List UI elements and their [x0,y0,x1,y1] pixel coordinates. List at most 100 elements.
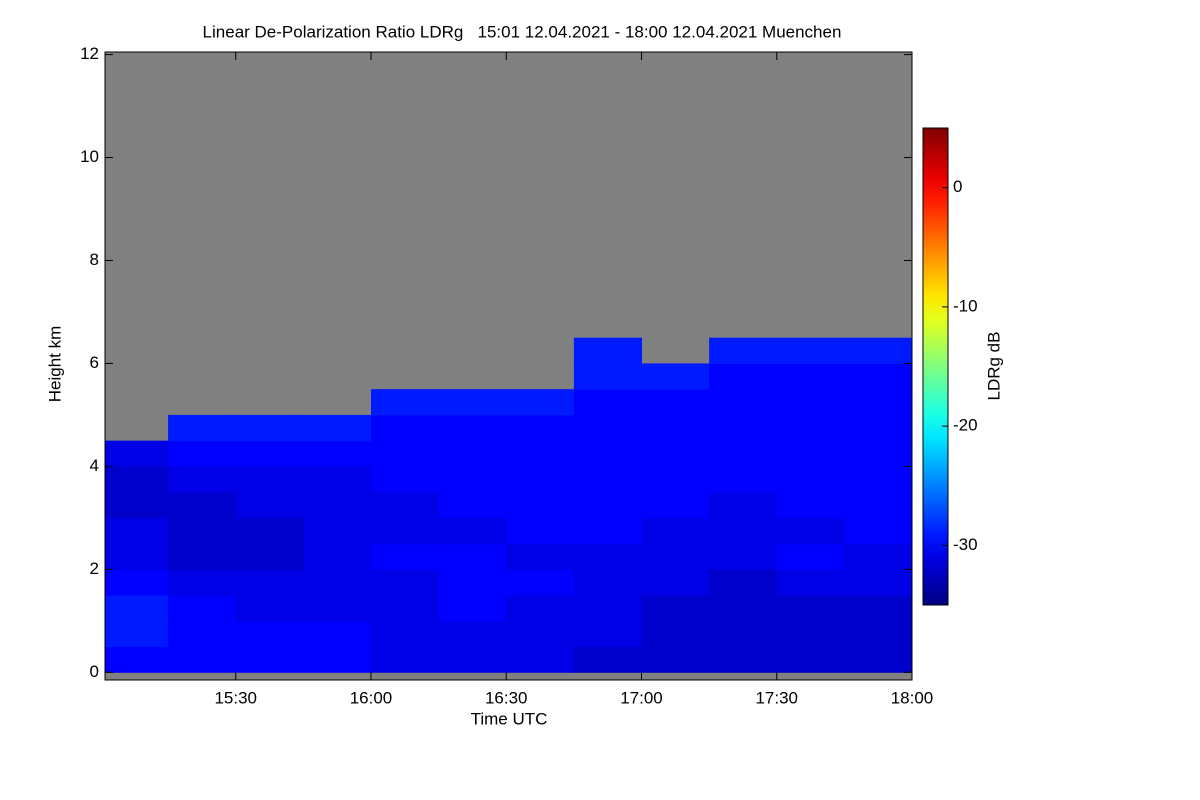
heat-cell [303,620,372,648]
heat-cell [641,543,710,570]
heat-cell [303,517,372,545]
heat-cell [506,492,575,519]
heat-cell [641,595,710,622]
heat-cell [168,466,237,493]
heat-cell [235,646,304,673]
heat-cell [506,414,575,442]
heat-cell [709,414,778,442]
heat-cell [370,414,440,442]
x-tick-label: 17:30 [755,688,798,707]
heat-cell [370,466,440,493]
heat-cell [438,466,507,493]
heat-cell [573,620,642,648]
heat-cell [641,646,710,673]
x-tick-label: 18:00 [891,688,934,707]
heat-cell [844,363,913,390]
heat-cell [844,646,913,673]
heat-cell [573,595,642,622]
heat-cell [573,492,642,519]
heat-cell [641,517,710,545]
heat-cell [709,363,778,390]
heat-cell [303,440,372,467]
colorbar-label: LDRg dB [984,332,1003,401]
y-tick-label: 4 [90,456,99,475]
heat-cell [709,492,778,519]
heat-cell [235,466,304,493]
plot-frame [104,51,913,681]
heat-cell [303,569,372,596]
heat-cell [438,414,507,442]
heat-cell [844,492,913,519]
heat-cell [235,543,304,570]
heat-cell [776,389,845,416]
heat-cell [235,414,304,442]
heat-cell [844,440,913,467]
heat-cell [506,569,575,596]
heat-cell [438,595,507,622]
heat-cell [235,620,304,648]
heat-cell [370,620,440,648]
y-tick-label: 6 [90,353,99,372]
heat-cell [438,543,507,570]
heat-cell [641,466,710,493]
heat-cell [573,646,642,673]
heat-cell [370,595,440,622]
heat-cell [641,363,710,390]
heat-cell [303,595,372,622]
colorbar-tick-label: 0 [953,177,962,196]
heat-cell [776,337,845,364]
heat-cell [641,620,710,648]
x-tick-label: 16:00 [350,688,393,707]
heat-cell [844,517,913,545]
heat-cell [709,517,778,545]
heat-cell [438,492,507,519]
heat-cell [370,389,440,416]
heat-cell [105,620,169,648]
heat-cell [168,595,237,622]
heat-cell [709,337,778,364]
heat-cell [573,389,642,416]
heat-cell [709,569,778,596]
heat-cell [370,492,440,519]
heat-cell [105,595,169,622]
heat-cell [168,517,237,545]
y-tick-label: 10 [80,147,99,166]
heat-cell [235,492,304,519]
heat-cell [370,440,440,467]
heat-cell [641,389,710,416]
heat-cell [709,595,778,622]
heat-cell [776,440,845,467]
heat-cell [573,569,642,596]
x-tick-label: 17:00 [620,688,663,707]
y-tick-label: 12 [80,44,99,63]
chart-title: Linear De-Polarization Ratio LDRg 15:01 … [203,22,842,41]
heat-cell [105,440,169,467]
heat-cell [776,543,845,570]
heat-cell [506,389,575,416]
heat-cell [506,440,575,467]
x-tick-label: 16:30 [485,688,528,707]
x-axis-label: Time UTC [471,709,548,728]
heat-cell [709,543,778,570]
heat-cell [776,595,845,622]
heat-cell [235,569,304,596]
heat-cell [168,569,237,596]
heat-cell [776,363,845,390]
heat-cell [844,414,913,442]
heat-cell [303,492,372,519]
heat-cell [105,492,169,519]
heat-cell [303,414,372,442]
heat-cell [776,414,845,442]
heat-cell [303,543,372,570]
heat-cell [844,569,913,596]
heat-cell [235,595,304,622]
heat-cell [303,646,372,673]
heat-cell [506,543,575,570]
heat-cell [573,337,642,364]
heat-cell [776,492,845,519]
y-tick-label: 2 [90,559,99,578]
heat-cell [105,569,169,596]
heat-cell [709,466,778,493]
heat-cell [105,466,169,493]
